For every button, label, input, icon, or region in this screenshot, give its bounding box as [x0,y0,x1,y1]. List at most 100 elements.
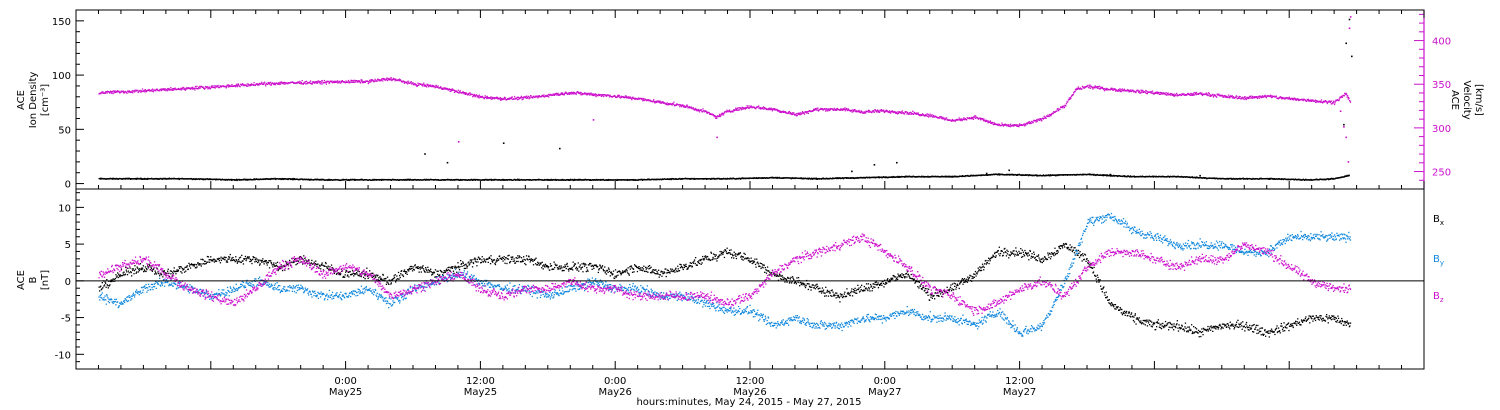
velocity-series-point [563,94,565,96]
velocity-series-point [468,92,471,94]
velocity-series-point [795,113,797,115]
velocity-series-point [990,122,992,124]
velocity-series-point [1091,86,1093,88]
velocity-series-point [475,94,478,96]
velocity-series-point [1121,88,1123,90]
density-series-point [632,179,634,181]
velocity-series-point [213,86,215,89]
velocity-series-point [547,94,550,96]
velocity-series-point [1009,126,1011,128]
velocity-series-point [748,107,751,109]
velocity-series-point [876,111,878,113]
velocity-series-point [317,81,319,83]
velocity-series-point [517,96,520,99]
velocity-series-point [1191,93,1193,95]
velocity-series-point [1026,123,1029,125]
density-series-point [1317,179,1320,181]
velocity-series-point [363,81,365,84]
velocity-series-point [516,96,518,99]
velocity-series-point [600,94,602,96]
velocity-series-point [1166,94,1168,96]
velocity-series-point [311,83,313,85]
velocity-series-point [1211,94,1213,96]
velocity-series-point [503,98,505,100]
density-series-point [1268,178,1270,180]
density-series-point [998,173,1000,175]
velocity-series-point [618,94,620,96]
velocity-series-point [782,111,784,113]
velocity-series-point [1237,97,1239,100]
velocity-series-point [1236,98,1238,100]
velocity-series-point [1094,85,1096,87]
velocity-series-point [842,109,845,111]
velocity-series-point [1089,84,1091,86]
density-series-point [475,179,477,181]
velocity-series-point [453,89,455,91]
velocity-series-point [1049,113,1051,116]
velocity-series-point [426,83,428,85]
density-series-point [1188,176,1191,178]
velocity-series-point [954,120,956,123]
velocity-series-point [565,92,567,94]
velocity-series-point [618,95,620,98]
velocity-series-point [772,108,774,111]
velocity-series-point [1235,96,1237,98]
density-series-point [739,177,741,179]
density-series-point [235,179,237,181]
velocity-series-point [631,99,633,101]
velocity-series-point [1031,121,1033,123]
velocity-series-point [604,94,606,96]
velocity-series-point [542,95,545,98]
density-series-point [927,175,929,177]
velocity-series-point [974,117,977,119]
velocity-series-point [364,81,367,83]
velocity-series-point [638,97,640,99]
velocity-series-point [424,85,426,87]
velocity-series-point [356,80,358,82]
velocity-series-point [1139,91,1141,93]
velocity-series-point [118,91,120,93]
velocity-series-point [309,82,311,84]
velocity-series-point [970,117,972,119]
density-series-point [598,179,600,181]
density-series-point [589,179,591,181]
density-series-outlier [1348,18,1351,21]
velocity-series-point [581,94,583,96]
density-series-point [283,178,285,181]
velocity-series-point [500,98,502,100]
velocity-series-point [137,89,139,92]
velocity-series-point [614,95,616,97]
velocity-series-point [971,116,973,119]
density-series-outlier [1351,55,1353,58]
velocity-series-point [1117,88,1120,91]
density-series-point [1184,176,1186,178]
velocity-series-point [773,108,775,110]
density-series-point [782,177,785,179]
velocity-series-point [895,111,897,113]
velocity-series-point [160,90,162,92]
velocity-series-point [144,91,146,93]
velocity-series-point [1234,97,1236,99]
velocity-series-point [239,86,241,88]
velocity-series-point [589,93,591,95]
density-series-point [657,178,660,181]
velocity-series-point [927,113,929,116]
velocity-series-point [116,90,118,92]
velocity-series-point [737,107,739,109]
velocity-series-point [321,80,323,82]
velocity-series-point [803,112,805,114]
velocity-series-point [192,88,194,90]
density-series-point [1344,175,1347,177]
density-series-point [117,178,119,180]
density-series-point [1123,175,1125,177]
velocity-series-point [852,111,854,113]
velocity-series-point [861,111,863,113]
velocity-series-point [562,92,564,94]
velocity-series-point [321,80,324,82]
velocity-series-point [928,116,930,118]
density-series-point [1102,174,1104,176]
velocity-series-point [913,113,915,115]
velocity-series-point [251,83,253,85]
velocity-series-point [339,82,341,84]
velocity-series-point [656,101,658,103]
